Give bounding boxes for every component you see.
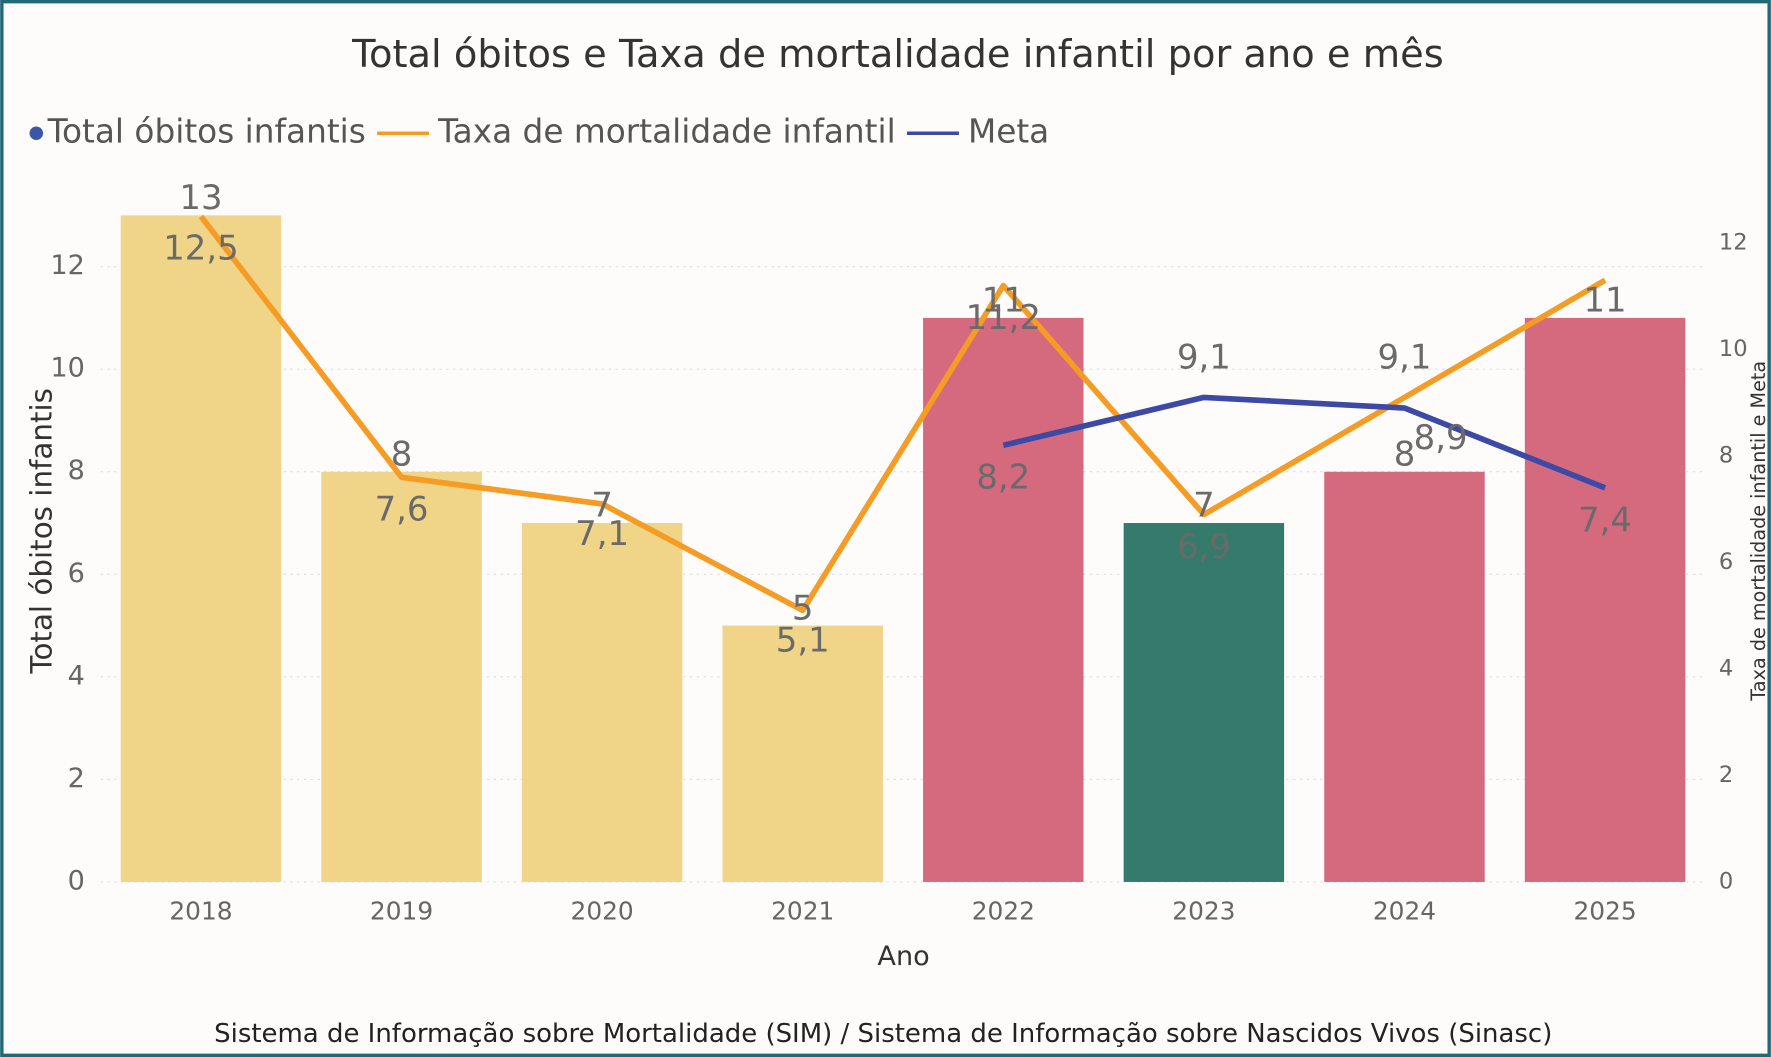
chart-title: Total óbitos e Taxa de mortalidade infan… xyxy=(351,32,1444,77)
bar xyxy=(923,318,1083,882)
y-tick-label: 12 xyxy=(50,250,84,281)
y2-tick-label: 10 xyxy=(1719,336,1748,362)
x-tick-label: 2019 xyxy=(370,896,433,925)
y2-tick-label: 2 xyxy=(1719,762,1733,788)
y2-tick-label: 12 xyxy=(1719,229,1748,255)
bar-value-label: 8 xyxy=(391,434,413,473)
x-tick-label: 2020 xyxy=(571,896,634,925)
x-tick-label: 2018 xyxy=(169,896,232,925)
legend-label: Taxa de mortalidade infantil xyxy=(437,112,896,150)
x-tick-label: 2021 xyxy=(771,896,834,925)
line-value-label: 7,1 xyxy=(575,514,629,553)
bar xyxy=(1525,318,1685,882)
y-axis-title: Total óbitos infantis xyxy=(25,388,59,674)
bar xyxy=(1324,472,1484,882)
bar xyxy=(1124,523,1284,882)
x-tick-label: 2022 xyxy=(972,896,1035,925)
chart: Total óbitos e Taxa de mortalidade infan… xyxy=(0,0,1771,1057)
y-tick-label: 4 xyxy=(68,660,85,691)
legend-label: Meta xyxy=(968,112,1049,150)
y2-tick-label: 6 xyxy=(1719,549,1733,575)
line-value-label: 5,1 xyxy=(776,621,830,660)
bar-value-label: 8 xyxy=(1394,434,1416,473)
y2-tick-label: 4 xyxy=(1719,655,1733,681)
line-value-label: 9,1 xyxy=(1378,337,1432,376)
line-value-label: 8,9 xyxy=(1414,418,1468,457)
y-tick-label: 6 xyxy=(68,558,85,589)
bar-value-label: 13 xyxy=(179,178,222,217)
legend-marker xyxy=(30,126,44,140)
y-tick-label: 2 xyxy=(68,763,85,794)
bar xyxy=(522,523,682,882)
x-tick-label: 2025 xyxy=(1573,896,1636,925)
y2-axis-title: Taxa de mortalidade infantil e Meta xyxy=(1747,361,1770,702)
y2-tick-label: 0 xyxy=(1719,868,1733,894)
bar xyxy=(321,472,481,882)
line-value-label: 8,2 xyxy=(976,458,1030,497)
bar xyxy=(121,215,281,882)
bar-value-label: 7 xyxy=(1193,486,1215,525)
line-value-label: 7,4 xyxy=(1578,500,1632,539)
page: {"chart_data": {"type": "bar-line", "tit… xyxy=(0,0,1771,1057)
source-note: Sistema de Informação sobre Mortalidade … xyxy=(214,1019,1552,1049)
legend-label: Total óbitos infantis xyxy=(47,112,366,150)
line-value-label: 9,1 xyxy=(1177,337,1231,376)
y2-tick-label: 8 xyxy=(1719,442,1733,468)
line-value-label: 12,5 xyxy=(163,229,238,268)
line-value-label: 6,9 xyxy=(1177,527,1231,566)
bar xyxy=(722,626,882,882)
y-tick-label: 8 xyxy=(68,455,85,486)
line-value-label: 7,6 xyxy=(375,490,429,529)
y-tick-label: 0 xyxy=(68,865,85,896)
line-value-label: 11,2 xyxy=(966,298,1041,337)
y-tick-label: 10 xyxy=(50,353,84,384)
bar-value-label: 11 xyxy=(1584,281,1627,320)
x-tick-label: 2023 xyxy=(1172,896,1235,925)
x-axis-title: Ano xyxy=(877,941,929,972)
x-tick-label: 2024 xyxy=(1373,896,1436,925)
